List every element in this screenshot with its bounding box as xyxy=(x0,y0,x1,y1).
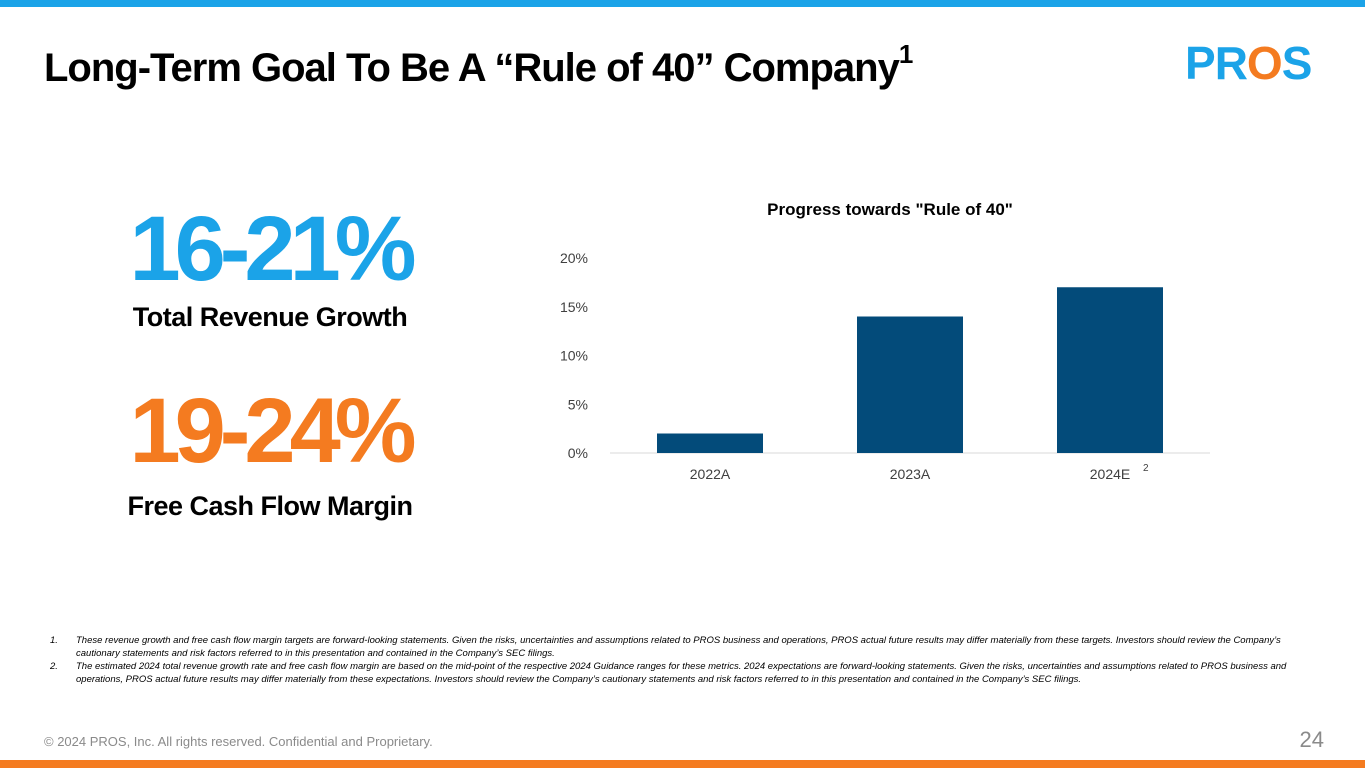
slide-title-text: Long-Term Goal To Be A “Rule of 40” Comp… xyxy=(44,46,900,90)
x-tick-footnote-marker: 2 xyxy=(1143,463,1149,474)
bottom-accent-bar xyxy=(0,760,1365,768)
y-tick-label: 5% xyxy=(568,396,588,412)
chart-canvas: Progress towards "Rule of 40" 0% 5% 10% 15% 2… xyxy=(560,200,1210,482)
footnote-2-text: The estimated 2024 total revenue growth … xyxy=(76,661,1287,685)
footnotes: 1. These revenue growth and free cash fl… xyxy=(50,634,1315,686)
slide-title: Long-Term Goal To Be A “Rule of 40” Comp… xyxy=(44,41,913,91)
footnote-1-number: 1. xyxy=(50,635,58,646)
top-accent-bar xyxy=(0,0,1365,7)
fcf-margin-value: 19-24% xyxy=(129,380,416,482)
y-tick-label: 15% xyxy=(560,299,588,315)
title-footnote-marker: 1 xyxy=(898,38,914,69)
logo-letter-o: O xyxy=(1246,37,1283,89)
x-tick-label: 2023A xyxy=(890,466,931,482)
logo-letter-p: P xyxy=(1185,37,1216,89)
fcf-margin-label: Free Cash Flow Margin xyxy=(127,491,413,521)
bar-2022a xyxy=(657,433,763,453)
bar-2024e xyxy=(1057,287,1163,453)
rule-of-40-chart: Progress towards "Rule of 40" 0% 5% 10% 15% 2… xyxy=(540,190,1230,500)
y-tick-label: 20% xyxy=(560,250,588,266)
page-number: 24 xyxy=(1299,727,1324,752)
logo-letter-s: S xyxy=(1281,37,1313,89)
revenue-growth-value: 16-21% xyxy=(129,198,416,300)
footnote-2-number: 2. xyxy=(50,661,58,672)
bar-2023a xyxy=(857,316,963,453)
footnote-1: 1. These revenue growth and free cash fl… xyxy=(50,634,1315,660)
pros-logo-text: PROS xyxy=(1185,40,1325,86)
copyright-notice: © 2024 PROS, Inc. All rights reserved. C… xyxy=(44,734,433,749)
x-tick-label: 2024E xyxy=(1090,466,1130,482)
pros-logo: PROS xyxy=(1185,40,1325,86)
footnote-1-text: These revenue growth and free cash flow … xyxy=(76,635,1281,659)
revenue-growth-label: Total Revenue Growth xyxy=(132,302,408,332)
x-tick-label: 2022A xyxy=(690,466,731,482)
chart-title: Progress towards "Rule of 40" xyxy=(767,200,1013,219)
footnote-2: 2. The estimated 2024 total revenue grow… xyxy=(50,660,1315,686)
y-tick-label: 10% xyxy=(560,348,588,364)
y-tick-label: 0% xyxy=(568,445,588,461)
logo-letter-r: R xyxy=(1214,37,1248,89)
